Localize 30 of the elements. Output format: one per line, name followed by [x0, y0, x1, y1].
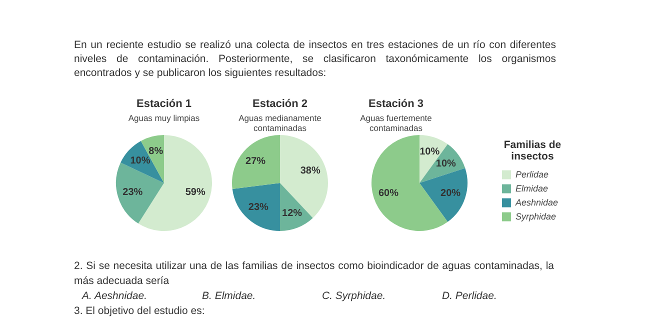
data-label: 27%	[246, 156, 266, 168]
text: B. Elmidae.	[201, 289, 257, 304]
data-label: 20%	[440, 188, 461, 199]
chart-subtitle: Aguas medianamente contaminadas	[238, 113, 322, 133]
chart-title: Estación 3	[367, 98, 425, 110]
data-label: 60%	[378, 188, 399, 199]
text: A. Aeshnidae.	[80, 289, 148, 304]
legend-label: Elmidae	[515, 183, 548, 194]
data-label: 38%	[300, 166, 320, 177]
legend-label: Aeshnidae	[514, 197, 558, 208]
data-label: 8%	[148, 146, 164, 158]
chart-subtitle: Aguas fuertemente contaminadas	[359, 113, 433, 133]
data-label: 10%	[420, 146, 440, 158]
data-label: 10%	[130, 155, 150, 166]
data-label: 12%	[282, 208, 302, 220]
data-label: 59%	[185, 186, 206, 198]
legend-title: Familias de insectos	[504, 138, 562, 162]
chart-title: Estación 1	[135, 98, 193, 110]
data-label: 10%	[436, 158, 456, 170]
chart-subtitle: Aguas muy limpias	[127, 113, 201, 125]
legend-label: Syrphidae	[515, 211, 556, 222]
text: D. Perlidae.	[441, 289, 498, 304]
data-label: 23%	[122, 186, 143, 198]
text: En un reciente estudio se realizó una colecta de insectos en tres estaciones de un río con diferentes niveles de contaminación. Posteriormente, se clasificaron taxonómicamente los organismos encontrados y se publicaron los siguientes resultados:	[74, 38, 556, 80]
chart-title: Estación 2	[251, 98, 309, 110]
text: C. Syrphidae.	[321, 289, 387, 304]
legend-label: Perlidae	[515, 169, 548, 180]
text: 2. Si se necesita utilizar una de las familias de insectos como bioindicador de aguas contaminadas, la más adecuada sería	[74, 259, 554, 289]
data-label: 23%	[248, 202, 269, 214]
text: 3. El objetivo del estudio es:	[74, 304, 206, 319]
